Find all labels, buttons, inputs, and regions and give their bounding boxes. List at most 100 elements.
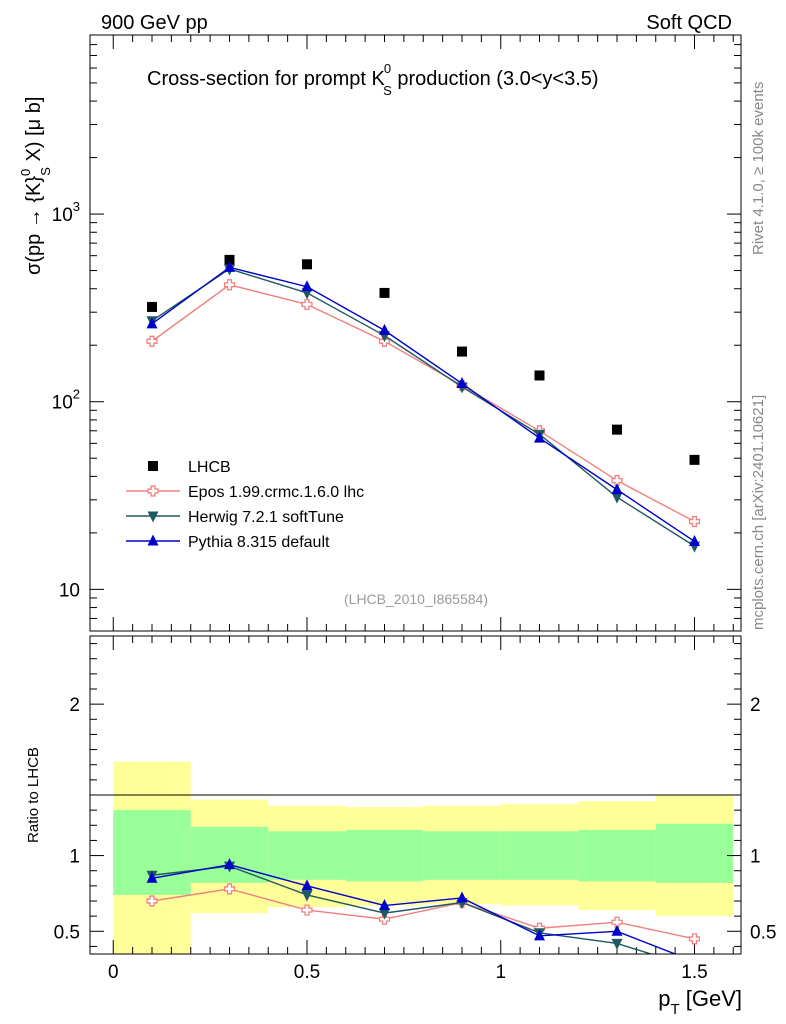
ratio-point	[224, 858, 235, 870]
xlabel: pT [GeV]	[658, 986, 742, 1018]
data-point	[147, 301, 157, 312]
data-point	[301, 298, 313, 311]
band-inner	[578, 829, 656, 882]
ratio-ytick-label: 1	[69, 847, 80, 868]
xtick-label: 1.5	[681, 962, 707, 983]
main-ytick-label: 103	[52, 199, 80, 226]
xlabel-suffix: [GeV]	[680, 986, 742, 1011]
header-right: Soft QCD	[646, 12, 732, 34]
ratio-frame	[89, 635, 742, 955]
ratio-ytick-labels: 0.5 0.5 1 1 2 2	[54, 695, 777, 943]
ratio-series-line	[151, 888, 695, 940]
ratio-ytick-label: 0.5	[54, 922, 80, 943]
main-frame	[89, 34, 742, 632]
header-left: 900 GeV pp	[101, 12, 208, 34]
xlabel-text: p	[658, 986, 670, 1011]
title-sup: 0	[384, 61, 391, 76]
title-text: Cross-section for prompt K	[147, 68, 386, 90]
data-point	[456, 377, 468, 389]
series-0	[147, 254, 700, 465]
ratio-series-2	[146, 858, 678, 954]
ratio-point	[379, 899, 390, 911]
ratio-series-line	[151, 863, 678, 954]
ratio-point	[301, 879, 313, 891]
ratio-point	[688, 933, 701, 945]
main-ytick-label-base: 10	[52, 205, 73, 226]
data-point	[611, 483, 623, 495]
ratio-ytick-label-right: 2	[750, 695, 761, 716]
ratio-point	[611, 916, 623, 928]
xtick-label: 0	[108, 962, 119, 983]
ratio-point	[611, 938, 623, 950]
main-ytick-label-exp: 2	[73, 387, 80, 402]
legend-marker	[148, 461, 158, 471]
ratio-point	[223, 883, 236, 895]
legend-label: Pythia 8.315 default	[188, 534, 330, 551]
ratio-series-line	[151, 865, 654, 954]
ratio-point	[611, 924, 623, 936]
ratio-point	[301, 890, 313, 902]
series-3	[146, 260, 700, 546]
data-point	[534, 370, 545, 381]
main-ylabel: σ(pp → {K}0 S X) [μ b]	[18, 97, 53, 275]
legend-marker	[147, 485, 159, 497]
data-point	[224, 260, 235, 272]
data-point	[611, 474, 623, 487]
data-point	[611, 492, 623, 504]
xtick-label: 1	[495, 962, 506, 983]
xtick-label: 0.5	[294, 962, 320, 983]
legend: LHCB Epos 1.99.crmc.1.6.0 lhc Herwig 7.2.1…	[126, 459, 364, 551]
data-point	[379, 323, 390, 335]
data-point	[223, 279, 236, 291]
band-inner	[190, 826, 269, 883]
xtick-labels: 0 0.5 1 1.5	[108, 962, 708, 983]
legend-label: Herwig 7.2.1 softTune	[188, 509, 344, 526]
title-sub: S	[383, 83, 392, 98]
band-inner	[500, 831, 579, 880]
title-suffix: production (3.0<y<3.5)	[392, 68, 599, 90]
legend-label: LHCB	[188, 459, 231, 476]
main-ytick-label: 102	[52, 387, 80, 414]
legend-label: Epos 1.99.crmc.1.6.0 lhc	[188, 484, 364, 501]
main-ytick-label: 10	[59, 580, 80, 601]
ratio-point	[456, 891, 468, 903]
data-point	[302, 259, 312, 270]
ratio-point	[379, 908, 390, 920]
ratio-ytick-label-right: 1	[750, 847, 761, 868]
band-inner	[423, 831, 501, 880]
band-inner	[268, 831, 346, 880]
data-point	[612, 424, 622, 435]
ratio-ylabel: Ratio to LHCB	[25, 747, 42, 843]
ylabel-suffix: X) [μ b]	[23, 97, 45, 167]
rivet-label: Rivet 4.1.0, ≥ 100k events	[750, 82, 767, 255]
band-inner	[345, 829, 424, 882]
data-point	[688, 515, 701, 528]
ylabel-text: σ(pp → {K}	[23, 176, 45, 275]
main-ytick-label-base: 10	[59, 580, 80, 601]
data-point	[224, 254, 235, 265]
ylabel-sub: S	[38, 167, 53, 176]
data-point	[146, 335, 158, 347]
ratio-panel: 0.5 0.5 1 1 2 2 0 0.5 1 1.5 Ratio to LHCB pT [Ge…	[25, 635, 777, 1018]
legend-marker	[147, 534, 159, 546]
ratio-point	[146, 895, 158, 907]
data-point	[689, 454, 700, 465]
main-ticks	[90, 34, 741, 632]
xlabel-sub: T	[670, 1001, 679, 1018]
mcplots-label: mcplots.cern.ch [arXiv:2401.10621]	[750, 395, 767, 630]
ratio-series	[146, 858, 701, 954]
band-inner	[655, 823, 734, 883]
ratio-point	[534, 929, 545, 941]
data-point	[146, 317, 158, 329]
ratio-point	[301, 904, 313, 916]
ratio-ytick-label: 2	[69, 695, 80, 716]
legend-marker	[147, 511, 159, 523]
data-point	[689, 534, 700, 546]
main-series	[146, 254, 701, 553]
series-line	[151, 284, 695, 523]
ratio-bands	[113, 761, 734, 954]
data-point	[301, 280, 313, 292]
